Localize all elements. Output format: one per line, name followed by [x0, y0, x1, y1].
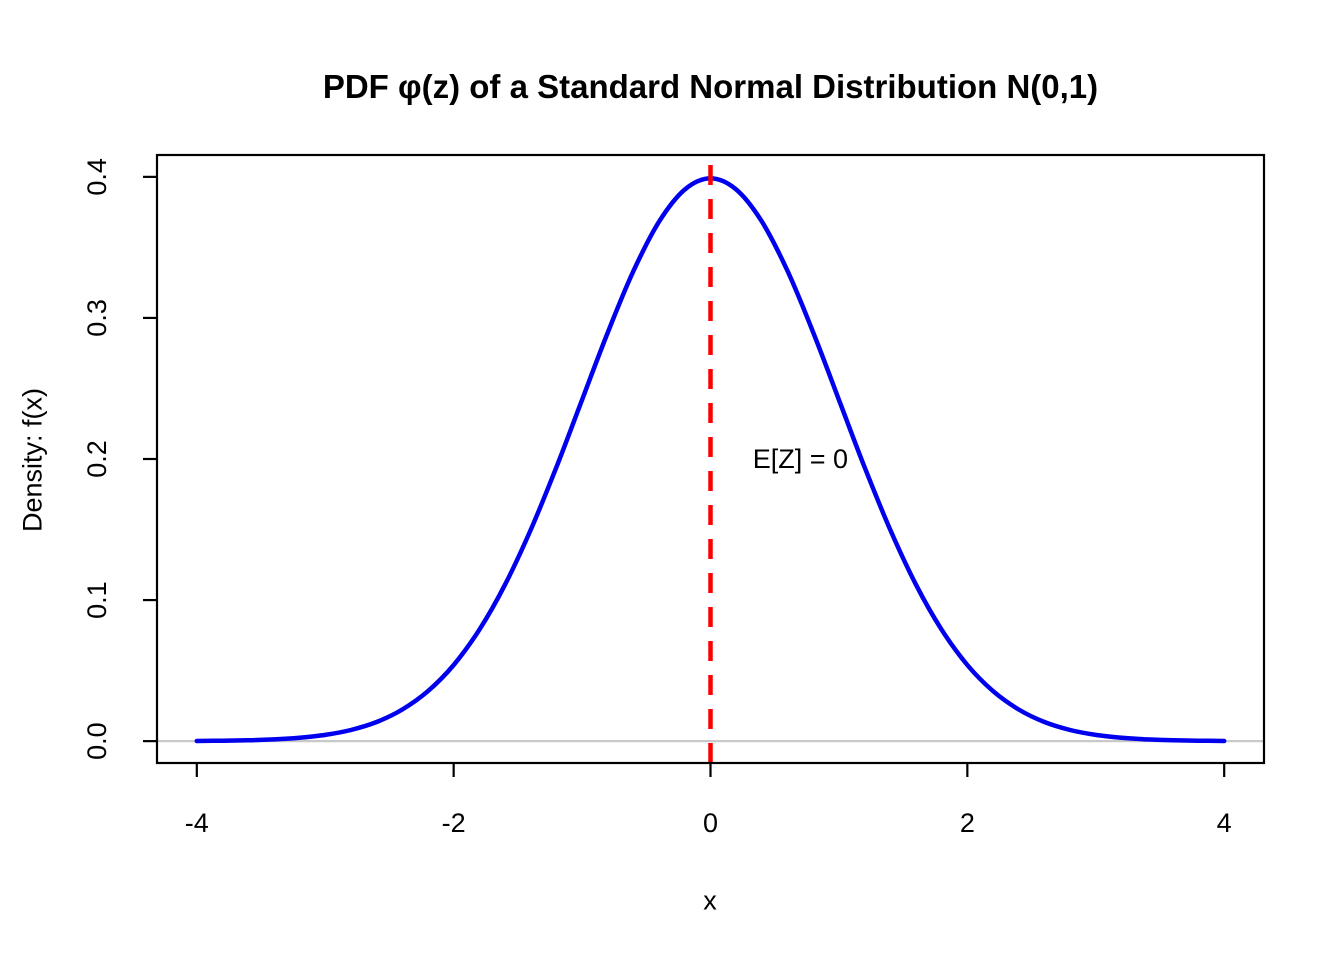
- x-axis: -4 -2 0 2 4: [185, 763, 1232, 838]
- y-tick-label: 0.3: [82, 299, 112, 337]
- y-axis: 0.0 0.1 0.2 0.3 0.4: [82, 158, 157, 760]
- chart-title: PDF φ(z) of a Standard Normal Distributi…: [322, 68, 1099, 105]
- plot-box-border: [155, 153, 1266, 765]
- y-tick-label: 0.2: [82, 440, 112, 478]
- x-tick-label: 0: [703, 808, 718, 838]
- y-tick-label: 0.0: [82, 722, 112, 760]
- mean-annotation: E[Z] = 0: [753, 444, 848, 474]
- x-tick-label: -2: [442, 808, 466, 838]
- y-tick-label: 0.4: [82, 158, 112, 196]
- x-tick-label: 2: [960, 808, 975, 838]
- y-tick-label: 0.1: [82, 581, 112, 619]
- x-tick-label: -4: [185, 808, 209, 838]
- x-axis-label: x: [703, 885, 717, 916]
- plot-box: [155, 153, 1266, 765]
- x-tick-label: 4: [1217, 808, 1232, 838]
